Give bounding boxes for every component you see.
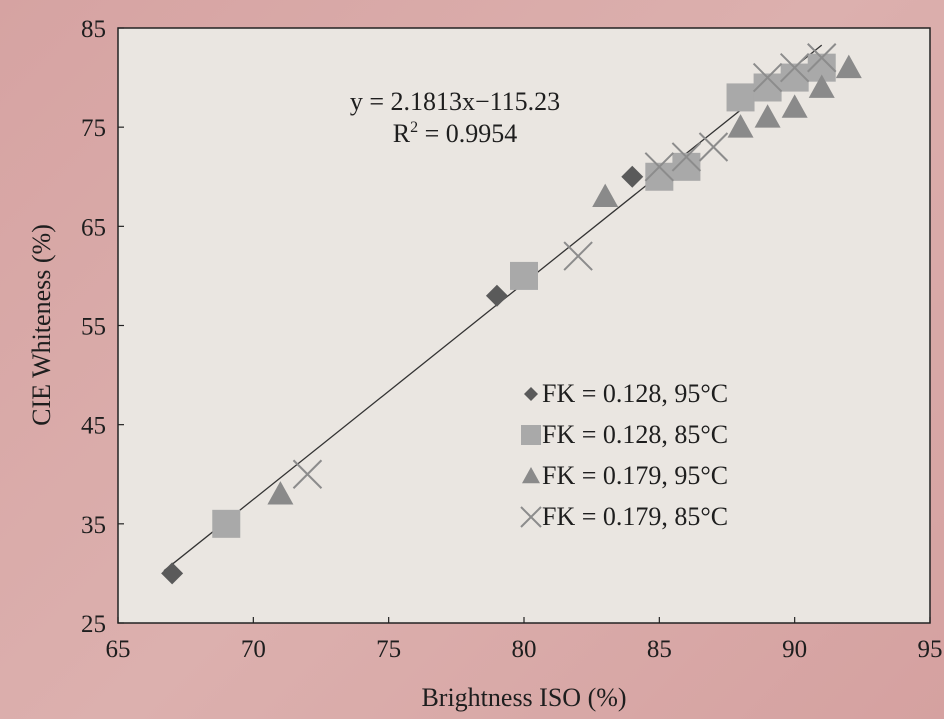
x-tick-label: 65 <box>106 636 131 663</box>
y-tick-label: 65 <box>81 214 106 241</box>
data-point-cross <box>779 52 810 83</box>
legend-symbol-square <box>521 425 541 445</box>
data-point-cross <box>752 62 783 93</box>
y-tick-label: 45 <box>81 413 106 440</box>
y-axis-title: CIE Whiteness (%) <box>27 224 56 426</box>
trendline <box>163 44 823 572</box>
y-tick-label: 25 <box>81 611 106 638</box>
x-tick-label: 85 <box>647 636 672 663</box>
trendline-equation: y = 2.1813x−115.23 <box>350 87 560 116</box>
data-point-diamond <box>485 284 508 307</box>
data-point-cross <box>807 43 837 73</box>
x-axis-title: Brightness ISO (%) <box>421 683 626 712</box>
x-tick-label: 80 <box>512 636 537 663</box>
data-point-square <box>726 83 755 112</box>
data-point-cross <box>671 142 702 172</box>
data-point-triangle <box>808 74 835 98</box>
data-point-triangle <box>592 183 619 207</box>
x-tick-label: 95 <box>918 636 943 663</box>
y-tick-label: 35 <box>81 512 106 539</box>
data-point-cross <box>698 132 729 162</box>
y-tick-label: 55 <box>81 314 106 341</box>
data-point-cross <box>292 459 323 489</box>
legend: FK = 0.128, 95°C FK = 0.128, 85°C FK = 0.1… <box>520 379 728 531</box>
x-tick-label: 70 <box>241 636 266 663</box>
legend-symbol-triangle <box>522 467 540 484</box>
x-axis: 65 70 75 80 85 90 95 <box>106 617 943 663</box>
data-point-cross <box>644 152 675 182</box>
data-point-triangle <box>781 94 808 118</box>
y-tick-label: 85 <box>81 16 106 43</box>
data-point-diamond <box>621 165 644 188</box>
x-tick-label: 90 <box>782 636 807 663</box>
data-point-cross <box>563 241 593 271</box>
legend-label: FK = 0.128, 95°C <box>542 379 728 408</box>
data-point-triangle <box>267 481 294 505</box>
y-axis: 25 35 45 55 65 75 85 <box>81 16 124 638</box>
legend-symbol-diamond <box>524 387 538 401</box>
data-point-triangle <box>754 104 781 128</box>
x-tick-label: 75 <box>376 636 401 663</box>
data-point-triangle <box>835 54 862 79</box>
legend-symbol-cross <box>520 506 542 528</box>
legend-label: FK = 0.179, 95°C <box>542 461 728 490</box>
y-tick-label: 75 <box>81 115 106 142</box>
legend-label: FK = 0.128, 85°C <box>542 420 728 449</box>
data-point-square <box>510 261 538 290</box>
data-point-triangle <box>727 114 754 138</box>
legend-label: FK = 0.179, 85°C <box>542 502 728 531</box>
data-point-diamond <box>161 562 184 585</box>
r-squared-label: R2 = 0.9954 <box>393 119 518 148</box>
data-point-square <box>212 509 241 538</box>
data-marks <box>161 43 862 585</box>
